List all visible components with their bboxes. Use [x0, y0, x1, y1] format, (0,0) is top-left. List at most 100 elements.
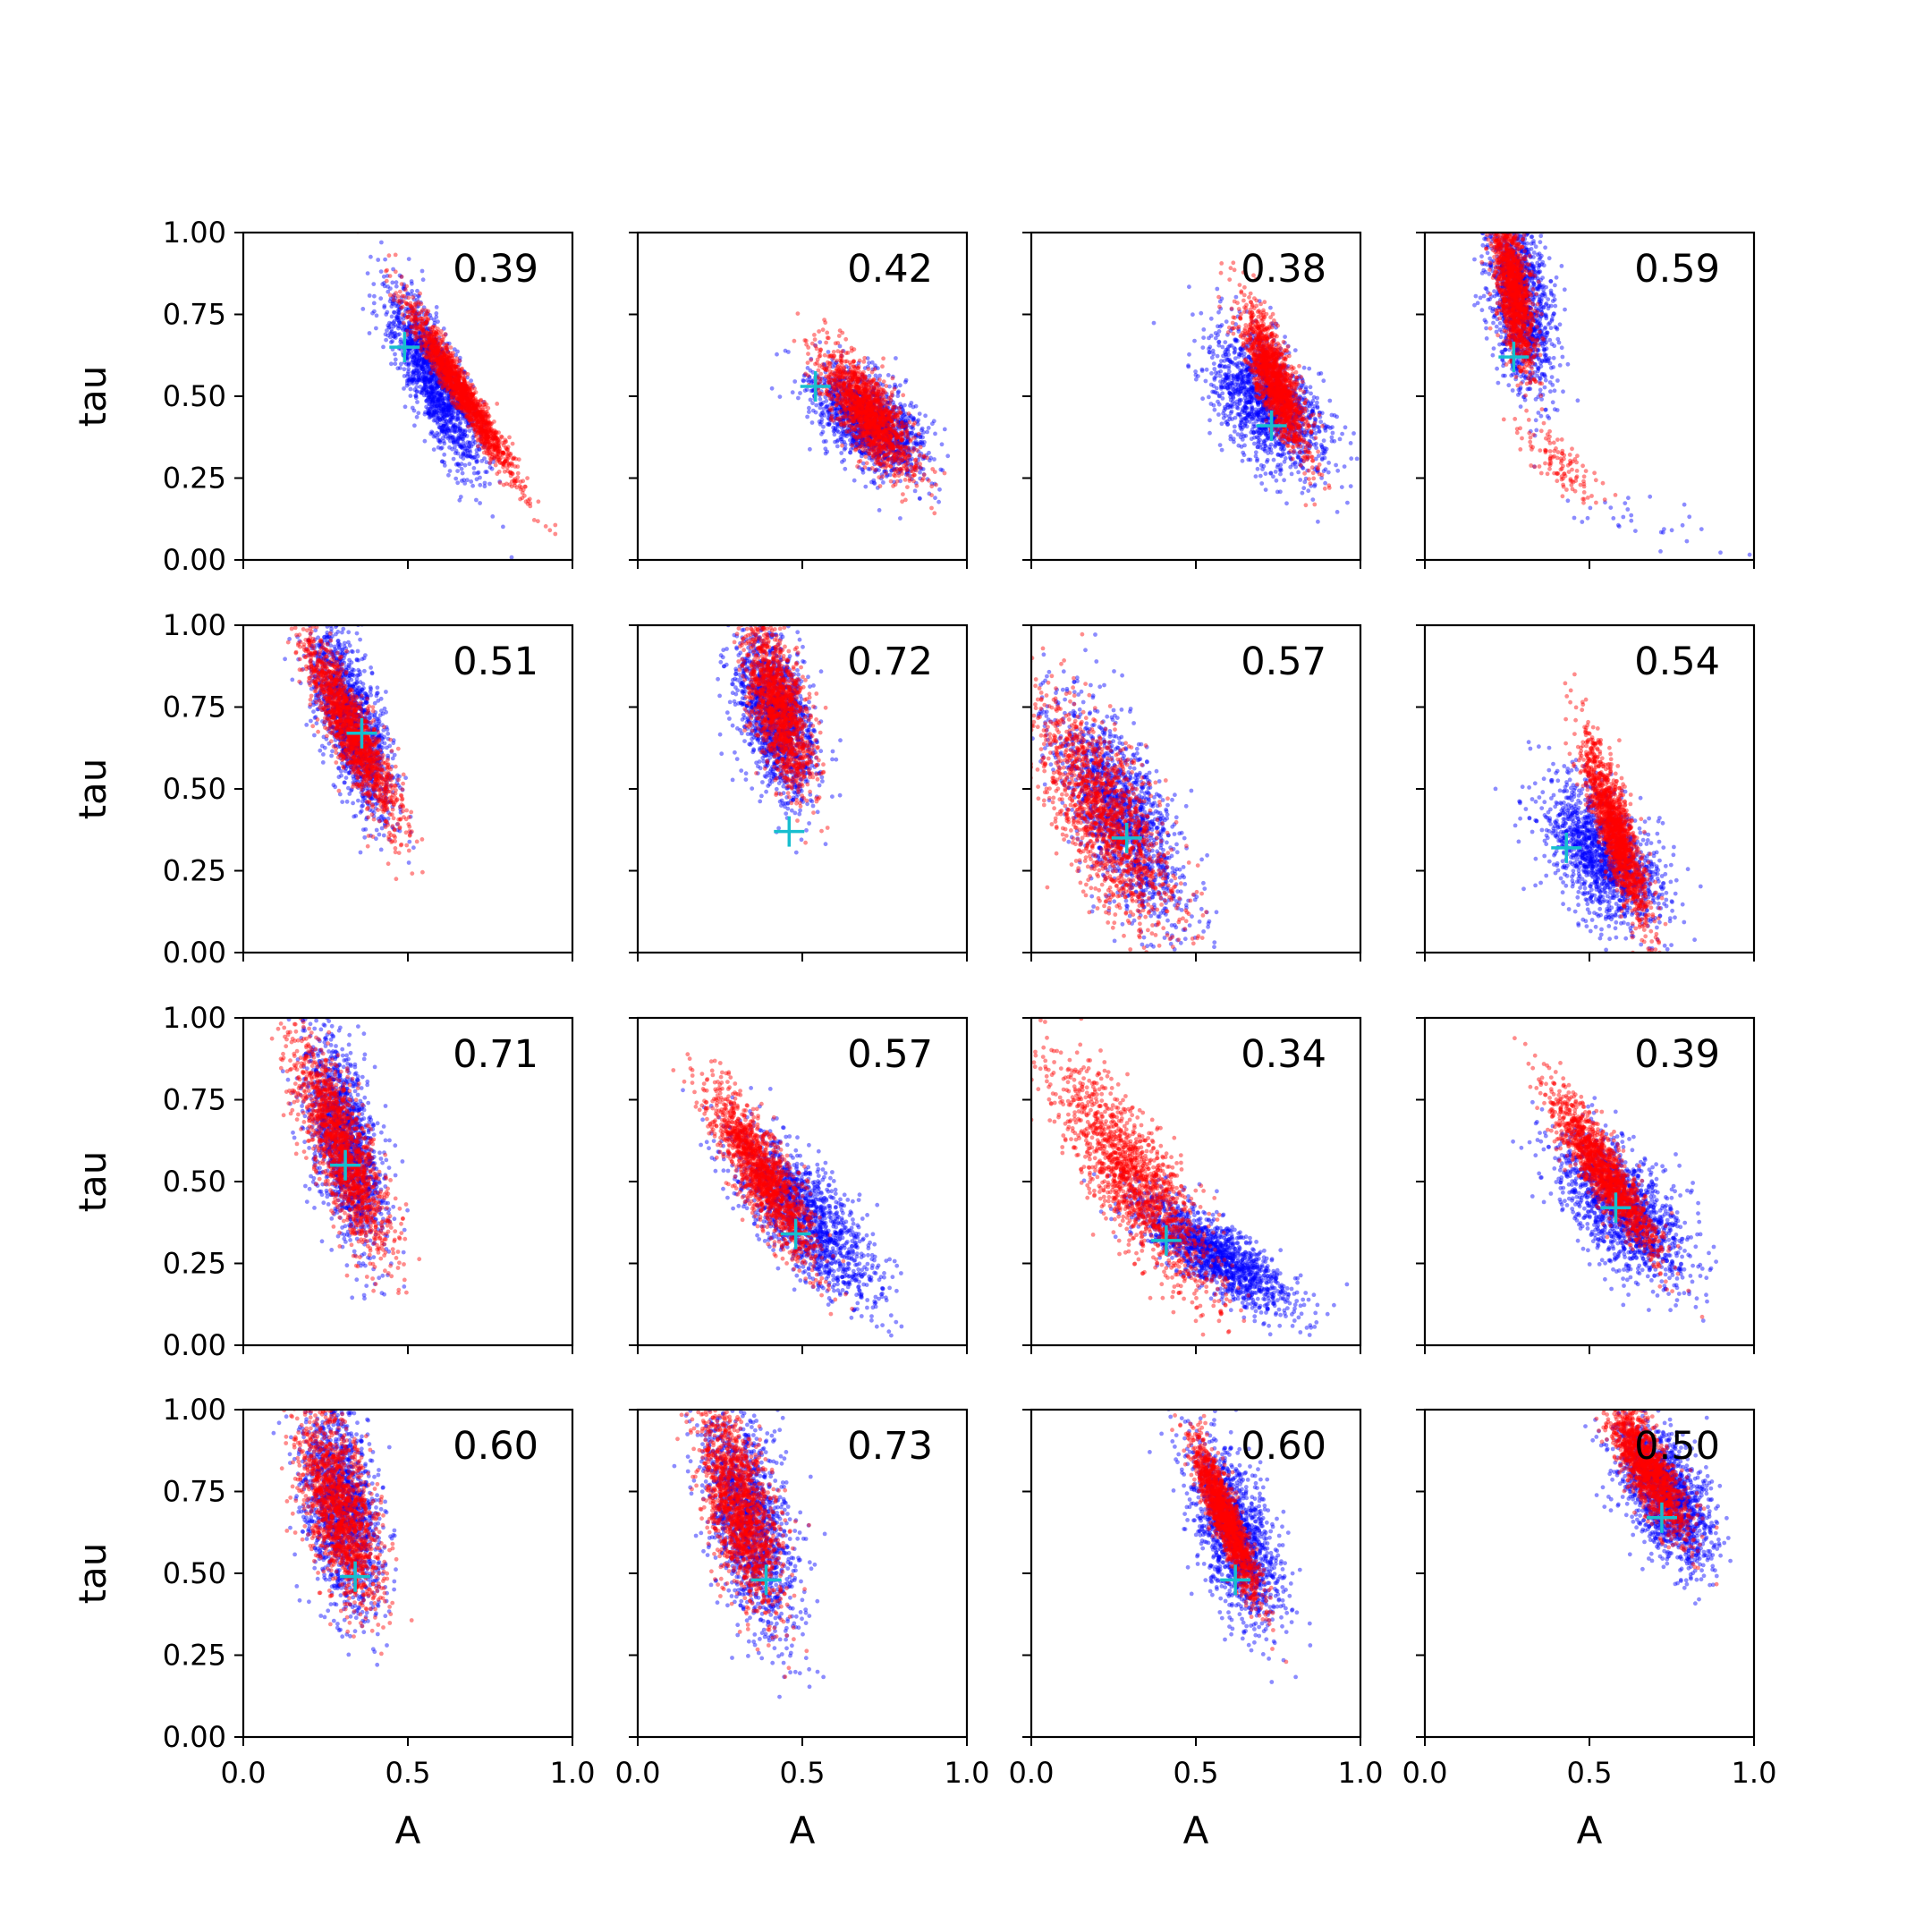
- point: [427, 333, 431, 338]
- point: [484, 451, 489, 456]
- point: [460, 386, 465, 392]
- point: [399, 275, 404, 279]
- point: [428, 411, 432, 417]
- point: [450, 415, 455, 420]
- point: [837, 375, 842, 380]
- point: [448, 390, 453, 395]
- point: [497, 449, 503, 453]
- point: [881, 450, 886, 455]
- point: [820, 411, 826, 416]
- point: [452, 384, 456, 388]
- point: [440, 365, 445, 370]
- point: [436, 349, 441, 354]
- point: [482, 445, 487, 450]
- point: [443, 365, 447, 369]
- point: [465, 406, 470, 411]
- point: [843, 388, 848, 394]
- point: [467, 400, 472, 404]
- point: [425, 337, 430, 343]
- point: [443, 371, 448, 377]
- point: [867, 403, 872, 408]
- point: [927, 450, 931, 455]
- point: [478, 409, 482, 414]
- point: [470, 392, 476, 397]
- point: [371, 282, 377, 286]
- point: [453, 386, 458, 392]
- point: [412, 387, 418, 393]
- point: [437, 341, 443, 346]
- point: [434, 369, 438, 374]
- point: [844, 413, 850, 419]
- point: [479, 417, 485, 421]
- point: [487, 425, 492, 430]
- point: [487, 445, 492, 450]
- point: [463, 391, 469, 396]
- point: [455, 377, 461, 382]
- point: [398, 339, 403, 344]
- point: [404, 356, 410, 361]
- point: [470, 455, 475, 461]
- point: [857, 426, 862, 430]
- point: [471, 408, 477, 413]
- point: [859, 405, 864, 411]
- point: [457, 383, 462, 387]
- point: [917, 496, 922, 501]
- point: [443, 421, 448, 427]
- point: [491, 433, 496, 438]
- point: [490, 431, 496, 436]
- point: [419, 363, 424, 369]
- point: [405, 357, 410, 362]
- point: [413, 323, 419, 328]
- point: [449, 394, 454, 400]
- point: [457, 386, 462, 391]
- point: [504, 439, 509, 445]
- point: [419, 340, 425, 345]
- point: [479, 427, 484, 431]
- point: [410, 305, 414, 309]
- point: [466, 421, 471, 427]
- point: [423, 360, 428, 365]
- point: [877, 428, 883, 434]
- point: [402, 282, 406, 287]
- point: [459, 390, 464, 395]
- point: [407, 335, 412, 339]
- point: [443, 434, 448, 439]
- point: [520, 490, 525, 496]
- point: [894, 458, 898, 462]
- point: [468, 411, 473, 416]
- point: [420, 340, 425, 344]
- point: [439, 369, 445, 374]
- point: [437, 402, 442, 406]
- point: [428, 378, 433, 384]
- point: [433, 337, 438, 343]
- point: [475, 419, 479, 425]
- point: [457, 397, 462, 402]
- point: [407, 324, 411, 329]
- point: [918, 432, 923, 437]
- point: [462, 379, 467, 385]
- point: [831, 401, 836, 406]
- point: [435, 345, 440, 351]
- point: [452, 364, 457, 369]
- point: [543, 524, 548, 529]
- point: [448, 383, 453, 388]
- point: [435, 351, 439, 356]
- point: [850, 413, 855, 419]
- point: [454, 376, 460, 380]
- point: [456, 381, 461, 386]
- point: [451, 439, 456, 445]
- point: [507, 482, 513, 487]
- point: [432, 340, 437, 345]
- point: [430, 332, 436, 337]
- point: [428, 386, 434, 391]
- point: [465, 478, 470, 483]
- point: [851, 422, 855, 428]
- point: [447, 367, 453, 372]
- point: [461, 383, 465, 388]
- point: [857, 442, 862, 447]
- point: [491, 447, 496, 452]
- point: [490, 432, 496, 436]
- point: [408, 336, 412, 341]
- point: [850, 441, 855, 446]
- point: [445, 378, 450, 383]
